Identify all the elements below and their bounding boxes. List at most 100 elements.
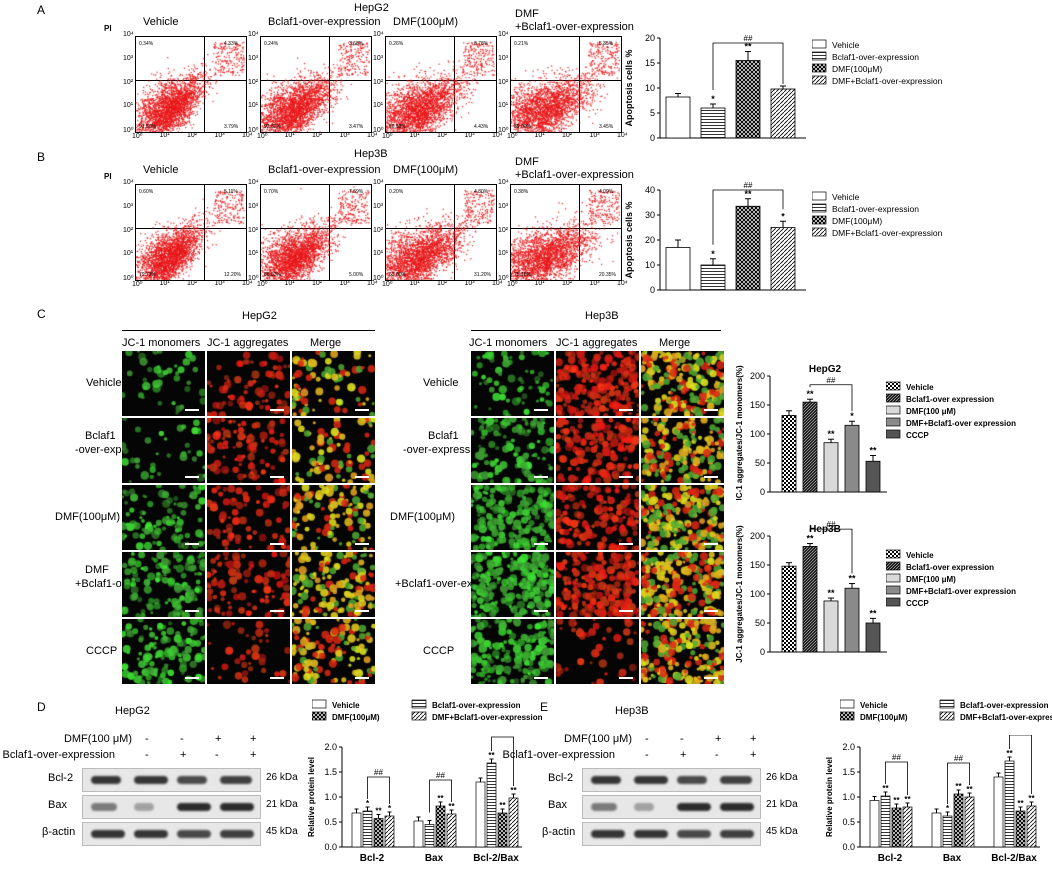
bar [351, 812, 362, 848]
x-tick-label: 10¹ [159, 280, 170, 287]
micro-cells [292, 619, 375, 684]
legend-swatch [811, 63, 827, 73]
legend-swatch [939, 711, 955, 721]
flow-scatter [511, 37, 621, 132]
blot-band [677, 803, 711, 811]
flow-title: +Bclaf1-over-expression [515, 21, 634, 33]
blot-sign: + [750, 733, 757, 745]
micro-cells [122, 418, 205, 483]
blot-sign: - [715, 749, 719, 761]
legend-swatch [885, 405, 901, 415]
bar [486, 762, 497, 848]
blot-sign: + [680, 749, 687, 761]
y-axis-label: Apoptosis cells % [624, 49, 634, 126]
y-tick-label: 50 [755, 618, 765, 628]
significance-star: ** [869, 445, 877, 455]
significance-star: ** [869, 608, 877, 618]
x-tick-label: 10² [562, 132, 573, 139]
blot-sign: - [145, 733, 149, 745]
panel-c-letter: C [37, 307, 46, 321]
significance-star: ** [510, 786, 517, 795]
legend-label: DMF(100 μM) [906, 407, 956, 416]
micro-cells [207, 552, 290, 617]
y-tick-label: 10³ [498, 202, 509, 210]
legend-label: DMF+Bclaf1-over-expression [432, 713, 542, 722]
legend-label: Vehicle [332, 701, 360, 710]
kda-label: 26 kDa [266, 772, 298, 783]
bar [953, 793, 964, 848]
blot-row-label: DMF(100 μM) [63, 733, 132, 745]
legend-swatch [811, 75, 827, 85]
micro-tile [471, 552, 554, 617]
blot-band [134, 803, 154, 811]
blot-band [634, 776, 668, 784]
y-tick-label: 10² [248, 78, 259, 86]
protein-label: Bcl-2 [548, 772, 574, 784]
bar [865, 622, 881, 653]
scale-bar [355, 409, 369, 411]
x-tick-label: 10⁴ [367, 280, 378, 287]
x-tick-label: 10² [187, 132, 198, 139]
blot-sign: + [250, 733, 257, 745]
comparison-bracket [491, 736, 514, 786]
blot-band [591, 803, 617, 811]
x-tick-label: 10³ [339, 280, 350, 287]
significance-star: * [781, 211, 785, 221]
chart-title: HepG2 [809, 364, 842, 375]
y-tick-label: 15 [645, 58, 655, 68]
flow-plot: 0.26% 8.78% 86.53% 4.43% [385, 36, 497, 133]
scale-bar [270, 610, 284, 612]
group-label: Bax [425, 853, 444, 864]
quadrant-ul: 0.60% [139, 189, 154, 195]
bar [781, 565, 797, 653]
blot-strip [82, 795, 261, 819]
bar [993, 776, 1004, 848]
micro-tile [292, 418, 375, 483]
blot-title: HepG2 [115, 705, 150, 717]
legend-label: Bclaf1-over-expression [832, 52, 919, 62]
x-tick-label: 10⁰ [257, 133, 268, 140]
scale-bar [355, 543, 369, 545]
micro-cells [292, 351, 375, 416]
blot-band [720, 776, 752, 784]
y-tick-label: 10¹ [248, 102, 259, 110]
row-label: Vehicle [86, 377, 122, 389]
y-tick-label: 10³ [373, 202, 384, 210]
quadrant-lr: 31.20% [474, 272, 491, 278]
legend-label: Bclaf1-over-expression [432, 701, 521, 710]
y-axis-label: PI [104, 172, 112, 181]
x-tick-label: 10¹ [284, 132, 295, 139]
y-tick-label: 10 [645, 83, 655, 93]
row-label: DMF(100μM) [55, 511, 121, 523]
y-tick-label: 10² [123, 226, 134, 234]
protein-label: β-actin [42, 826, 76, 838]
flow-scatter [386, 37, 496, 132]
protein-label: Bax [548, 799, 567, 811]
quadrant-lr: 12.20% [224, 272, 241, 278]
bar [931, 812, 942, 848]
comparison-label: ## [436, 771, 445, 780]
x-tick-label: 10² [437, 280, 448, 287]
y-tick-label: 100 [750, 429, 765, 439]
kda-label: 45 kDa [766, 826, 798, 837]
micro-cells [641, 418, 724, 483]
blot-band [177, 830, 211, 838]
significance-star: ** [744, 42, 752, 52]
scale-bar [270, 476, 284, 478]
comparison-label: ## [954, 754, 963, 763]
y-tick-label: 10¹ [123, 102, 134, 110]
bar [880, 795, 891, 848]
comparison-label: ## [827, 520, 836, 529]
column-header: Merge [310, 337, 342, 349]
scale-bar [270, 677, 284, 679]
comparison-bracket [712, 189, 784, 245]
flow-title: DMF(100μM) [393, 16, 459, 28]
blot-band [220, 803, 254, 811]
scale-bar [185, 476, 199, 478]
flow-plot: 0.70% 7.69% 86.83% 5.00% [260, 184, 372, 281]
scale-bar [619, 409, 633, 411]
blot-sign: - [645, 749, 649, 761]
significance-star: * [366, 799, 370, 808]
quadrant-ur: 7.69% [349, 189, 364, 195]
flow-plot: 0.38% 4.09% 75.18% 20.35% [510, 184, 622, 281]
